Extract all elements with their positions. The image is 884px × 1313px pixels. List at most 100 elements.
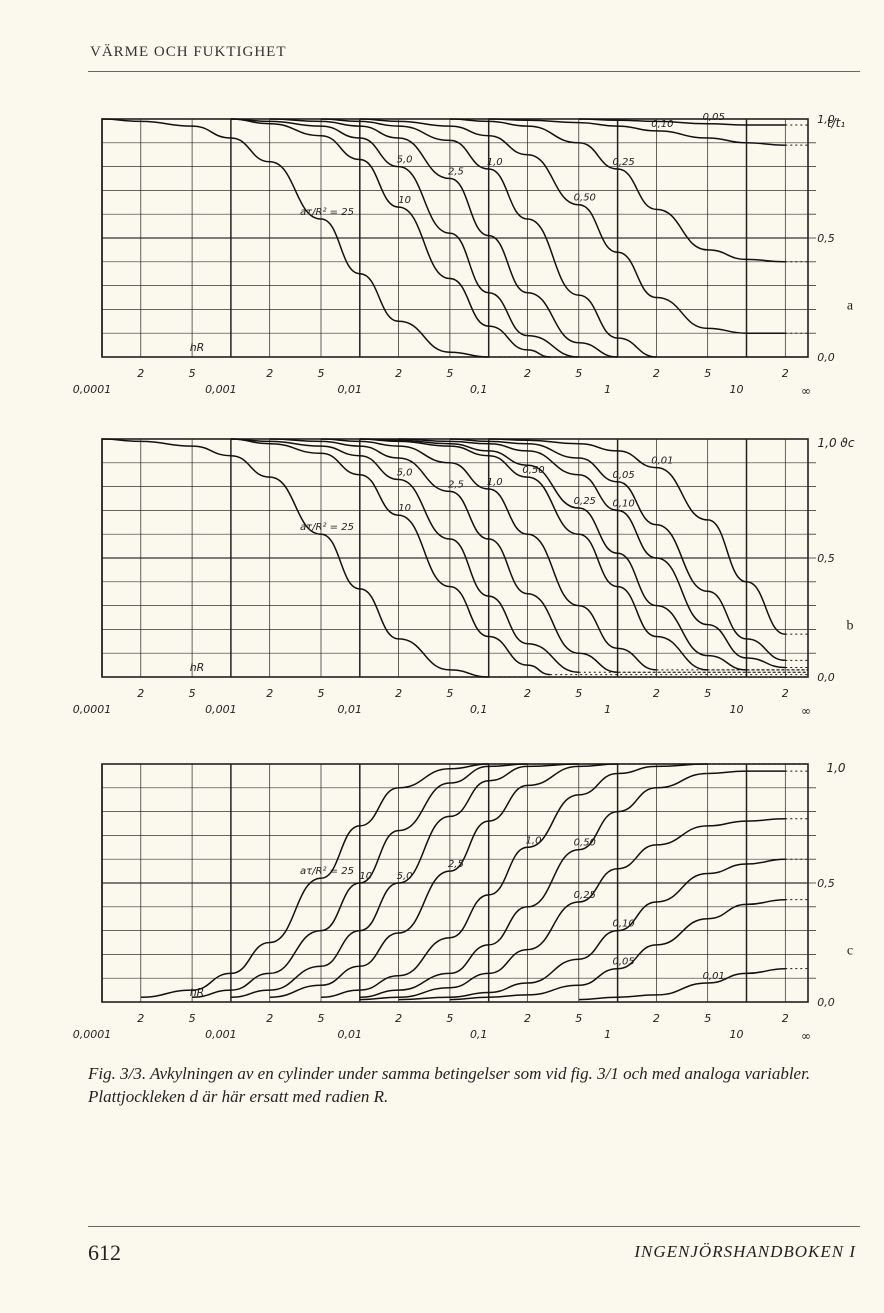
series-label: 0,01 [651,456,673,467]
series-line [449,118,786,263]
x-minor-label: 2 [782,367,789,380]
series-label: 0,05 [612,470,634,481]
footer-rule [88,1226,860,1227]
series-label: 1,0 [487,477,503,488]
running-header: VÄRME OCH FUKTIGHET [90,44,287,60]
grid [101,438,816,678]
series-line [140,763,489,998]
series-label: 5,0 [397,871,413,882]
series-line [320,118,657,358]
series-line [269,118,618,358]
y-tick-label: 0,5 [817,552,835,565]
series-label: 0,50 [574,838,596,849]
series-label: 0,05 [703,112,725,123]
x-minor-label: 5 [189,1012,196,1025]
x-minor-label: 5 [704,1012,711,1025]
y-axis-label: t/t₁ [827,116,845,130]
series-line [230,118,551,358]
page-number: 612 [88,1240,121,1265]
y-tick-label: 0,0 [817,671,835,684]
book-title: INGENJÖRSHANDBOKEN I [634,1242,856,1261]
series-label: 10 [398,195,411,206]
series-label: 1,0 [526,835,542,846]
x-infinity-label: ∞ [801,1029,811,1043]
series-line [230,763,579,998]
x-minor-label: 2 [395,1012,402,1025]
x-minor-label: 5 [317,367,324,380]
series-line [269,438,618,673]
x-minor-label: 2 [782,1012,789,1025]
x-minor-label: 2 [782,687,789,700]
series-line [488,118,786,146]
series-label: 0,05 [612,957,634,968]
series-label: 5,0 [397,467,413,478]
x-minor-label: 2 [266,687,273,700]
x-decade-label: 0,01 [338,1028,363,1041]
x-minor-label: 5 [317,1012,324,1025]
panel-label: b [847,618,854,633]
x-decade-label: 0,001 [205,1028,237,1041]
series-label: 0,25 [574,890,596,901]
x-decade-label: 0,1 [470,1028,488,1041]
x-minor-label: 5 [446,687,453,700]
y-axis-label: 1,0 [826,761,845,775]
x-minor-label: 5 [704,367,711,380]
x-decade-label: 10 [729,703,743,716]
series-line [359,438,708,671]
series-line [101,118,489,358]
series-line [101,438,489,678]
y-tick-label: 0,0 [817,996,835,1009]
x-minor-label: 5 [189,687,196,700]
x-decade-label: 0,0001 [73,383,112,396]
series-label: aτ/R² = 25 [300,522,354,533]
x-minor-label: 5 [575,367,582,380]
x-minor-label: 2 [395,687,402,700]
series-label: 0,25 [612,157,634,168]
x-minor-label: 2 [266,1012,273,1025]
series-line [578,118,786,126]
y-tick-label: 0,5 [817,232,835,245]
x-minor-label: 2 [266,367,273,380]
series-line [230,438,551,676]
series-label: 0,50 [522,465,544,476]
x-minor-label: 2 [653,1012,660,1025]
x-minor-label: 2 [524,1012,531,1025]
x-minor-label: 2 [137,687,144,700]
series-label: 0,10 [612,498,634,509]
series-label: 2,5 [448,167,464,178]
x-minor-label: 5 [575,687,582,700]
figure-caption: Fig. 3/3. Avkylningen av en cylinder und… [88,1062,860,1108]
series-line [320,763,708,998]
x-minor-label: 2 [137,1012,144,1025]
x-decade-label: 0,01 [338,703,363,716]
x-decade-label: 0,0001 [73,1028,112,1041]
series-label: 10 [398,503,411,514]
series-label: 0,10 [651,119,673,130]
series-line [488,438,786,635]
x-decade-label: 1 [604,383,611,396]
x-infinity-label: ∞ [801,384,811,398]
x-minor-label: 2 [395,367,402,380]
x-decade-label: 10 [729,1028,743,1041]
series-label: 5,0 [397,155,413,166]
series-line [320,438,657,671]
caption-text: Avkylningen av en cylinder under samma b… [88,1064,811,1106]
series-line [359,817,786,1001]
series-label: 10 [359,871,372,882]
series-line [449,898,786,1001]
series-label: aτ/R² = 25 [300,207,354,218]
x-minor-label: 2 [524,367,531,380]
series-line [359,770,786,998]
series-label: 0,25 [574,496,596,507]
x-infinity-label: ∞ [801,704,811,718]
series-line [398,438,786,669]
y-tick-label: 0,0 [817,351,835,364]
series-line [578,967,786,1001]
x-minor-label: 2 [653,367,660,380]
x-decade-label: 0,0001 [73,703,112,716]
grid [101,118,816,358]
series-line [192,763,528,998]
series-label: 2,5 [448,859,464,870]
